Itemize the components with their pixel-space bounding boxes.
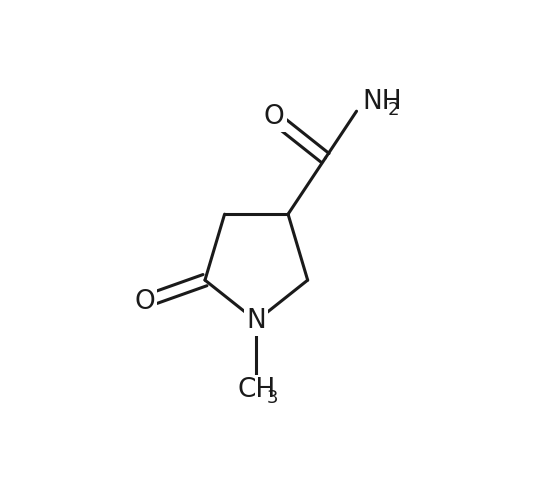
Text: 2: 2 <box>388 101 399 119</box>
Text: N: N <box>247 308 266 334</box>
Text: O: O <box>135 288 155 314</box>
Text: 3: 3 <box>267 389 278 408</box>
Text: O: O <box>264 104 284 130</box>
Text: NH: NH <box>363 89 402 115</box>
Text: CH: CH <box>237 377 276 403</box>
